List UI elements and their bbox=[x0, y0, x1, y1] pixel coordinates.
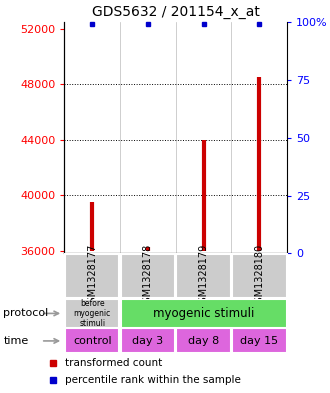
Text: GSM1328180: GSM1328180 bbox=[254, 244, 264, 309]
Title: GDS5632 / 201154_x_at: GDS5632 / 201154_x_at bbox=[92, 5, 260, 19]
Bar bbox=[232, 254, 286, 298]
Text: day 3: day 3 bbox=[132, 336, 163, 346]
Text: transformed count: transformed count bbox=[65, 358, 162, 367]
Bar bbox=[120, 254, 175, 298]
Bar bbox=[120, 299, 286, 328]
Bar bbox=[120, 329, 175, 353]
Bar bbox=[232, 329, 286, 353]
Text: protocol: protocol bbox=[3, 309, 49, 318]
Bar bbox=[65, 254, 119, 298]
Text: day 8: day 8 bbox=[188, 336, 219, 346]
Bar bbox=[176, 254, 231, 298]
Text: GSM1328179: GSM1328179 bbox=[199, 243, 209, 309]
Text: day 15: day 15 bbox=[240, 336, 278, 346]
Text: control: control bbox=[73, 336, 112, 346]
Bar bbox=[65, 299, 119, 328]
Text: before
myogenic
stimuli: before myogenic stimuli bbox=[74, 299, 111, 328]
Text: GSM1328177: GSM1328177 bbox=[87, 243, 97, 309]
Text: GSM1328178: GSM1328178 bbox=[143, 243, 153, 309]
Text: time: time bbox=[3, 336, 29, 346]
Bar bbox=[176, 329, 231, 353]
Text: myogenic stimuli: myogenic stimuli bbox=[153, 307, 254, 320]
Bar bbox=[65, 329, 119, 353]
Text: percentile rank within the sample: percentile rank within the sample bbox=[65, 375, 241, 385]
